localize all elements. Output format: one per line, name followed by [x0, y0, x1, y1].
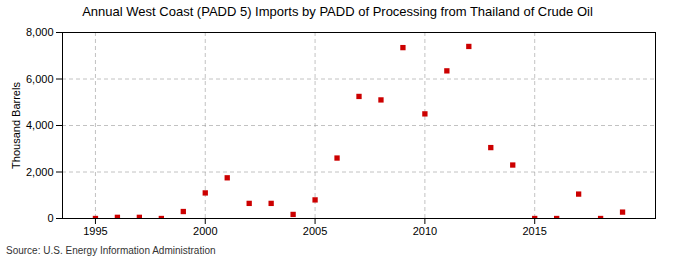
svg-text:0: 0 [47, 212, 53, 224]
svg-text:2000: 2000 [193, 225, 217, 237]
svg-text:2015: 2015 [522, 225, 546, 237]
svg-text:2010: 2010 [413, 225, 437, 237]
svg-text:6,000: 6,000 [26, 73, 54, 85]
svg-text:2005: 2005 [303, 225, 327, 237]
svg-text:4,000: 4,000 [26, 119, 54, 131]
svg-text:1995: 1995 [83, 225, 107, 237]
svg-text:Thousand Barrels: Thousand Barrels [10, 82, 22, 169]
html-text:Annual West Coast (PADD 5) Imp: Annual West Coast (PADD 5) Imports by PA… [82, 4, 593, 19]
svg-text:2,000: 2,000 [26, 166, 54, 178]
svg-text:8,000: 8,000 [26, 26, 54, 38]
html-text:Source: U.S. Energy Informatio: Source: U.S. Energy Information Administ… [6, 245, 216, 256]
